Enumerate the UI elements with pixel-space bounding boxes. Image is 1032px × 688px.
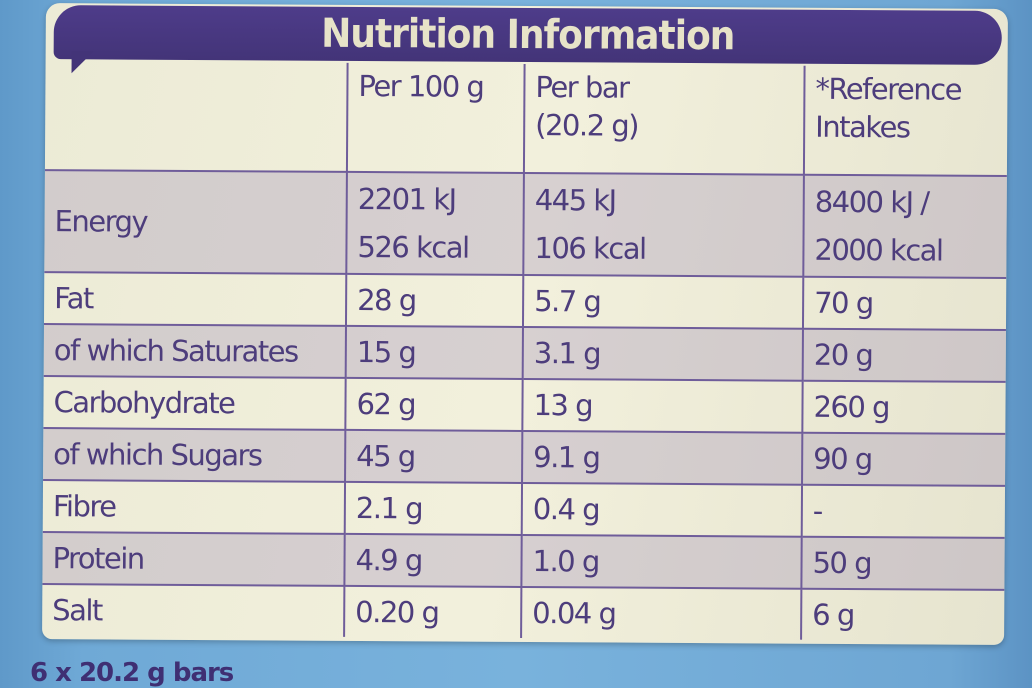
nutrition-label: Nutrition Information Per 100 g Per bar … bbox=[42, 3, 1008, 645]
table-row-carbohydrate: Carbohydrate 62 g 13 g 260 g bbox=[43, 376, 1006, 434]
row-label: Fibre bbox=[42, 480, 346, 534]
header-per-100g: Per 100 g bbox=[346, 62, 525, 173]
row-label: Fat bbox=[43, 272, 347, 326]
cell-per100: 28 g bbox=[345, 273, 524, 327]
cell-energy-ref: 8400 kJ / 2000 kcal bbox=[803, 174, 1007, 278]
energy-ref-kj: 8400 kJ / bbox=[814, 184, 929, 220]
header-ref-line1: *Reference bbox=[815, 71, 962, 107]
nutrition-title: Nutrition Information bbox=[321, 10, 735, 60]
row-label: Salt bbox=[42, 584, 345, 637]
cell-per100: 4.9 g bbox=[344, 533, 522, 587]
row-label: of which Saturates bbox=[43, 324, 346, 378]
row-label: Carbohydrate bbox=[43, 376, 346, 430]
cell-ref: 50 g bbox=[801, 536, 1005, 590]
cell-perbar: 9.1 g bbox=[522, 430, 803, 485]
cell-perbar: 1.0 g bbox=[521, 534, 802, 589]
row-label: Protein bbox=[42, 532, 345, 586]
cell-ref: 90 g bbox=[802, 432, 1006, 486]
table-row-fat: Fat 28 g 5.7 g 70 g bbox=[43, 272, 1007, 330]
table-row-salt: Salt 0.20 g 0.04 g 6 g bbox=[42, 584, 1005, 641]
header-empty-cell bbox=[44, 61, 348, 172]
table-row-energy: Energy 2201 kJ 526 kcal 445 kJ 106 kcal … bbox=[44, 170, 1007, 278]
cell-perbar: 0.4 g bbox=[521, 482, 803, 537]
title-banner: Nutrition Information bbox=[53, 5, 1002, 65]
cell-ref: - bbox=[801, 484, 1006, 538]
header-reference-intakes: *Reference Intakes bbox=[803, 65, 1008, 176]
cell-ref: 70 g bbox=[802, 276, 1007, 330]
cell-perbar: 13 g bbox=[522, 378, 803, 433]
cell-energy-per100: 2201 kJ 526 kcal bbox=[346, 171, 524, 275]
nutrition-table: Per 100 g Per bar (20.2 g) *Reference In… bbox=[42, 61, 1008, 641]
header-ref-line2: Intakes bbox=[815, 109, 910, 145]
row-label-energy: Energy bbox=[44, 170, 347, 274]
energy-ref-kcal: 2000 kcal bbox=[814, 232, 943, 268]
table-row-protein: Protein 4.9 g 1.0 g 50 g bbox=[42, 532, 1005, 590]
cell-per100: 2.1 g bbox=[344, 481, 523, 535]
cell-per100: 45 g bbox=[345, 429, 523, 483]
table-row-saturates: of which Saturates 15 g 3.1 g 20 g bbox=[43, 324, 1006, 382]
header-row: Per 100 g Per bar (20.2 g) *Reference In… bbox=[44, 61, 1008, 176]
cell-perbar: 5.7 g bbox=[522, 274, 804, 329]
table-row-fibre: Fibre 2.1 g 0.4 g - bbox=[42, 480, 1006, 538]
pack-size-text: 6 x 20.2 g bars bbox=[30, 658, 234, 688]
energy-perbar-kcal: 106 kcal bbox=[534, 231, 646, 266]
cell-per100: 0.20 g bbox=[344, 585, 522, 638]
cell-perbar: 0.04 g bbox=[521, 586, 802, 640]
header-per-bar-line1: Per bar bbox=[535, 70, 629, 105]
cell-energy-perbar: 445 kJ 106 kcal bbox=[523, 172, 804, 277]
cell-ref: 6 g bbox=[801, 588, 1005, 641]
header-per-bar: Per bar (20.2 g) bbox=[523, 63, 805, 175]
energy-per100-kj: 2201 kJ bbox=[357, 181, 456, 217]
energy-per100-kcal: 526 kcal bbox=[357, 229, 469, 265]
energy-perbar-kj: 445 kJ bbox=[534, 183, 616, 218]
cell-per100: 62 g bbox=[345, 377, 523, 431]
cell-per100: 15 g bbox=[345, 325, 523, 379]
row-label: of which Sugars bbox=[43, 428, 346, 482]
cell-ref: 20 g bbox=[802, 328, 1006, 382]
cell-ref: 260 g bbox=[802, 380, 1006, 434]
cell-perbar: 3.1 g bbox=[522, 326, 803, 381]
table-row-sugars: of which Sugars 45 g 9.1 g 90 g bbox=[43, 428, 1006, 486]
header-per-bar-line2: (20.2 g) bbox=[535, 108, 639, 143]
